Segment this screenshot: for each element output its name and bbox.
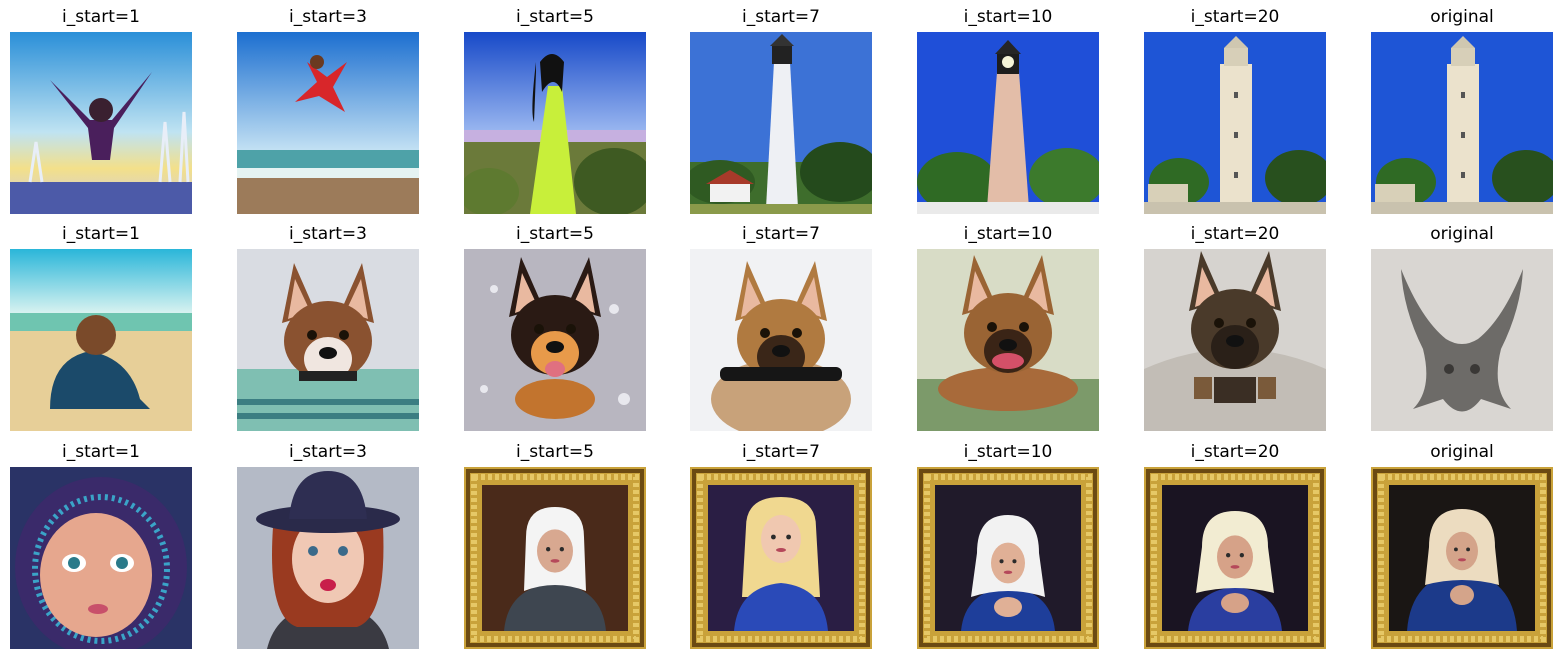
- woman-green-dress-image: [464, 32, 646, 214]
- dog-with-stick-image: [690, 249, 872, 431]
- image-title: i_start=20: [1190, 224, 1280, 244]
- child-on-beach-image: [10, 249, 192, 431]
- image-title: original: [1430, 7, 1494, 27]
- lighthouse-image: [917, 32, 1099, 214]
- dog-sitting-image: [1144, 249, 1326, 431]
- framed-portrait-image: [464, 467, 646, 649]
- image-title: i_start=1: [62, 224, 140, 244]
- image-title: i_start=3: [289, 7, 367, 27]
- woman-in-hat-image: [237, 467, 419, 649]
- woman-jumping-beach-image: [237, 32, 419, 214]
- image-title: i_start=5: [516, 442, 594, 462]
- framed-portrait-image: [690, 467, 872, 649]
- image-title: i_start=10: [963, 7, 1053, 27]
- tower-image: [1144, 32, 1326, 214]
- framed-portrait-image: [1144, 467, 1326, 649]
- image-title: i_start=1: [62, 7, 140, 27]
- image-title: i_start=7: [742, 7, 820, 27]
- image-title: i_start=20: [1190, 442, 1280, 462]
- dog-in-water-image: [237, 249, 419, 431]
- image-title: i_start=20: [1190, 7, 1280, 27]
- image-title: i_start=5: [516, 224, 594, 244]
- lighthouse-image: [690, 32, 872, 214]
- image-title: i_start=7: [742, 224, 820, 244]
- image-title: i_start=7: [742, 442, 820, 462]
- image-title: i_start=5: [516, 7, 594, 27]
- image-title: i_start=3: [289, 224, 367, 244]
- framed-portrait-image: [1371, 467, 1553, 649]
- dog-in-water-image: [917, 249, 1099, 431]
- image-title: i_start=10: [963, 442, 1053, 462]
- image-title: original: [1430, 442, 1494, 462]
- tower-image: [1371, 32, 1553, 214]
- image-title: i_start=1: [62, 442, 140, 462]
- image-title: i_start=10: [963, 224, 1053, 244]
- image-title: i_start=3: [289, 442, 367, 462]
- gray-sculpture-image: [1371, 249, 1553, 431]
- dog-on-snow-image: [464, 249, 646, 431]
- image-title: original: [1430, 224, 1494, 244]
- child-in-hood-image: [10, 467, 192, 649]
- framed-portrait-image: [917, 467, 1099, 649]
- woman-jumping-snow-image: [10, 32, 192, 214]
